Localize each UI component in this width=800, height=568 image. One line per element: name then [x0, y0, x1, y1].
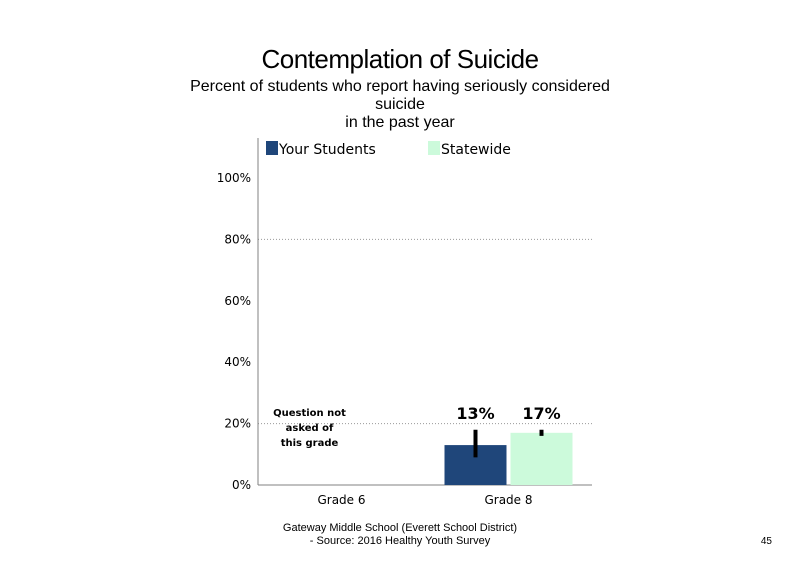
chart-title: Contemplation of Suicide — [261, 44, 539, 74]
subtitle-line: suicide — [375, 96, 425, 113]
y-tick-label: 60% — [224, 294, 251, 308]
legend-swatch — [266, 141, 278, 155]
y-tick-label: 40% — [224, 355, 251, 369]
annotation-text: asked of — [286, 423, 334, 434]
annotation-text: this grade — [281, 438, 339, 449]
y-tick-label: 20% — [224, 417, 251, 431]
legend-label: Statewide — [441, 142, 511, 158]
footer-line: Gateway Middle School (Everett School Di… — [282, 522, 518, 534]
y-tick-label: 0% — [232, 478, 251, 492]
page-number: 45 — [760, 536, 772, 547]
bar — [510, 432, 573, 485]
footer-line: - Source: 2016 Healthy Youth Survey — [309, 535, 491, 547]
source-footer: Gateway Middle School (Everett School Di… — [200, 522, 600, 548]
subtitle-line: in the past year — [345, 114, 455, 131]
chart-subtitle: Percent of students who report having se… — [175, 78, 625, 132]
data-label: 17% — [522, 404, 560, 423]
x-category-label: Grade 6 — [317, 493, 365, 507]
x-category-label: Grade 8 — [484, 493, 532, 507]
subtitle-line: Percent of students who report having se… — [190, 78, 610, 95]
y-tick-label: 80% — [224, 232, 251, 246]
annotation-text: Question not — [273, 408, 346, 419]
legend-swatch — [428, 141, 440, 155]
y-tick-label: 100% — [217, 171, 251, 185]
data-label: 13% — [456, 404, 494, 423]
legend-label: Your Students — [278, 142, 376, 158]
